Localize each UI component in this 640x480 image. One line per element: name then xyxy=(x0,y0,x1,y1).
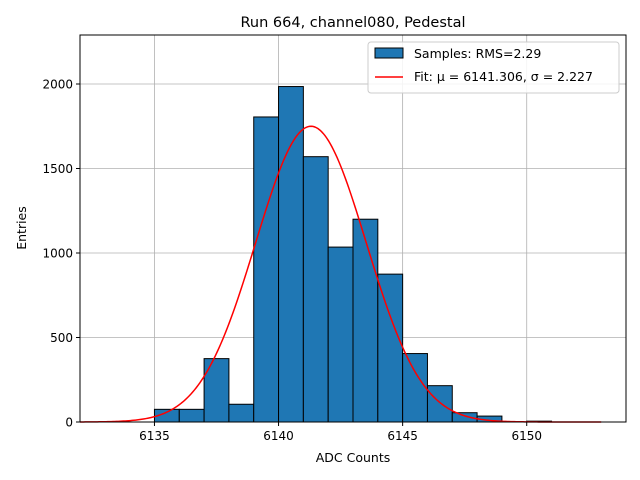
legend-label-fit: Fit: μ = 6141.306, σ = 2.227 xyxy=(414,69,593,84)
y-tick-label: 500 xyxy=(50,331,73,345)
legend-swatch-samples xyxy=(374,47,404,59)
x-tick-label: 6150 xyxy=(511,429,542,443)
x-axis-label: ADC Counts xyxy=(316,450,391,465)
y-axis-ticks: 0 500 1000 1500 2000 xyxy=(42,78,80,430)
histogram-bar xyxy=(426,385,453,423)
histogram-bar xyxy=(178,408,205,423)
histogram-bar xyxy=(253,116,280,423)
x-tick-label: 6135 xyxy=(139,429,170,443)
x-axis-ticks: 6135 6140 6145 6150 xyxy=(139,422,542,443)
histogram-bar xyxy=(228,403,255,423)
histogram-bar xyxy=(352,218,379,423)
plot-frame xyxy=(79,34,627,423)
histogram-bar xyxy=(377,273,404,423)
histogram-bar xyxy=(278,86,304,423)
legend-box xyxy=(367,41,620,94)
histogram-bars xyxy=(153,86,553,423)
histogram-bar xyxy=(302,156,329,423)
x-tick-label: 6140 xyxy=(263,429,294,443)
y-tick-label: 1500 xyxy=(42,162,73,176)
y-axis-label: Entries xyxy=(14,206,29,250)
legend-label-samples: Samples: RMS=2.29 xyxy=(414,46,541,61)
x-tick-label: 6145 xyxy=(387,429,418,443)
y-tick-label: 0 xyxy=(65,416,73,430)
histogram-bar xyxy=(327,246,354,423)
y-tick-label: 1000 xyxy=(42,247,73,261)
legend: Samples: RMS=2.29 Fit: μ = 6141.306, σ =… xyxy=(367,41,620,94)
chart-title: Run 664, channel080, Pedestal xyxy=(240,15,465,31)
histogram-bar xyxy=(402,353,428,423)
histogram-bar xyxy=(203,358,230,423)
y-tick-label: 2000 xyxy=(42,78,73,92)
